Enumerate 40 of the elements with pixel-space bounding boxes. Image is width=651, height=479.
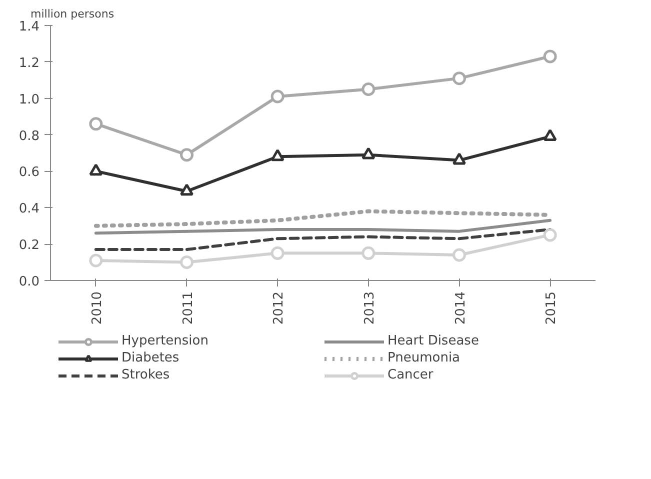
legend-label: Strokes	[122, 368, 171, 382]
line-series	[94, 218, 552, 235]
point	[362, 147, 376, 160]
x-tick-label: 2013	[362, 291, 378, 325]
point	[270, 90, 284, 104]
point	[452, 72, 466, 86]
point	[89, 164, 103, 176]
legend-label: Hypertension	[122, 334, 210, 348]
point	[180, 256, 194, 270]
x-tick-label: 2014	[453, 291, 468, 325]
point	[452, 248, 466, 262]
legend-label: Pneumonia	[388, 350, 462, 366]
y-axis-title: million persons	[30, 8, 114, 20]
x-tick-label: 2015	[544, 291, 560, 325]
y-tick-label: 0.0	[18, 274, 40, 290]
point	[180, 148, 194, 162]
point	[180, 184, 194, 196]
point	[89, 254, 103, 268]
point	[452, 152, 466, 165]
y-tick-label: 0.8	[18, 128, 40, 144]
legend-label: Heart Disease	[388, 334, 480, 348]
point	[270, 246, 284, 260]
x-tick-label: 2010	[90, 291, 105, 325]
point	[270, 149, 284, 162]
point	[362, 82, 376, 96]
y-tick-label: 1.2	[18, 56, 40, 71]
y-tick-label: 1.0	[18, 92, 40, 108]
y-tick-label: 1.4	[18, 20, 40, 34]
point	[543, 50, 557, 64]
y-tick-label: 0.6	[18, 165, 40, 180]
x-tick-label: 2012	[272, 291, 287, 325]
legend-label: Diabetes	[122, 350, 180, 366]
y-tick-label: 0.2	[18, 238, 40, 254]
point	[543, 228, 557, 242]
x-tick-label: 2011	[180, 291, 196, 325]
point	[362, 246, 376, 260]
point	[543, 129, 557, 142]
point	[89, 117, 103, 131]
y-tick-label: 0.4	[18, 202, 40, 217]
legend-label: Cancer	[388, 368, 434, 382]
